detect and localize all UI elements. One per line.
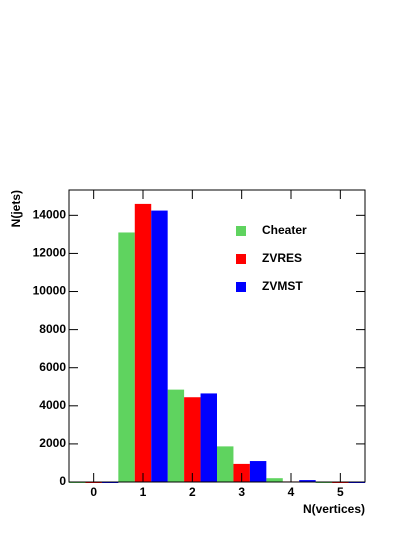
legend-label: ZVMST (262, 279, 303, 293)
x-axis-label: N(vertices) (303, 502, 365, 516)
bar (249, 461, 267, 482)
legend-swatch (236, 282, 246, 292)
legend-label: Cheater (262, 223, 307, 237)
bar (134, 203, 152, 482)
y-tick-label: 10000 (33, 284, 67, 298)
y-tick-label: 12000 (33, 246, 67, 260)
legend-swatch (236, 254, 246, 264)
y-tick-label: 4000 (39, 398, 66, 412)
bar (118, 232, 135, 482)
bar (184, 397, 201, 482)
bar (151, 210, 168, 483)
bar (167, 389, 185, 482)
y-axis-label: N(jets) (9, 190, 23, 227)
bar (233, 463, 250, 482)
bar (200, 393, 217, 482)
x-tick-label: 4 (288, 485, 295, 499)
x-tick-label: 0 (90, 485, 97, 499)
y-tick-label: 0 (59, 474, 66, 488)
y-tick-label: 2000 (39, 436, 66, 450)
x-tick-label: 3 (238, 485, 245, 499)
plot-frame (68, 189, 366, 483)
x-tick-label: 5 (337, 485, 344, 499)
y-tick-label: 6000 (39, 360, 66, 374)
y-tick-label: 8000 (39, 322, 66, 336)
x-tick-label: 1 (140, 485, 147, 499)
y-tick-label: 14000 (33, 208, 67, 222)
bar (217, 446, 234, 482)
x-tick-label: 2 (189, 485, 196, 499)
bar (299, 480, 316, 482)
legend-label: ZVRES (262, 251, 302, 265)
bar (266, 478, 283, 482)
legend-swatch (236, 226, 246, 236)
